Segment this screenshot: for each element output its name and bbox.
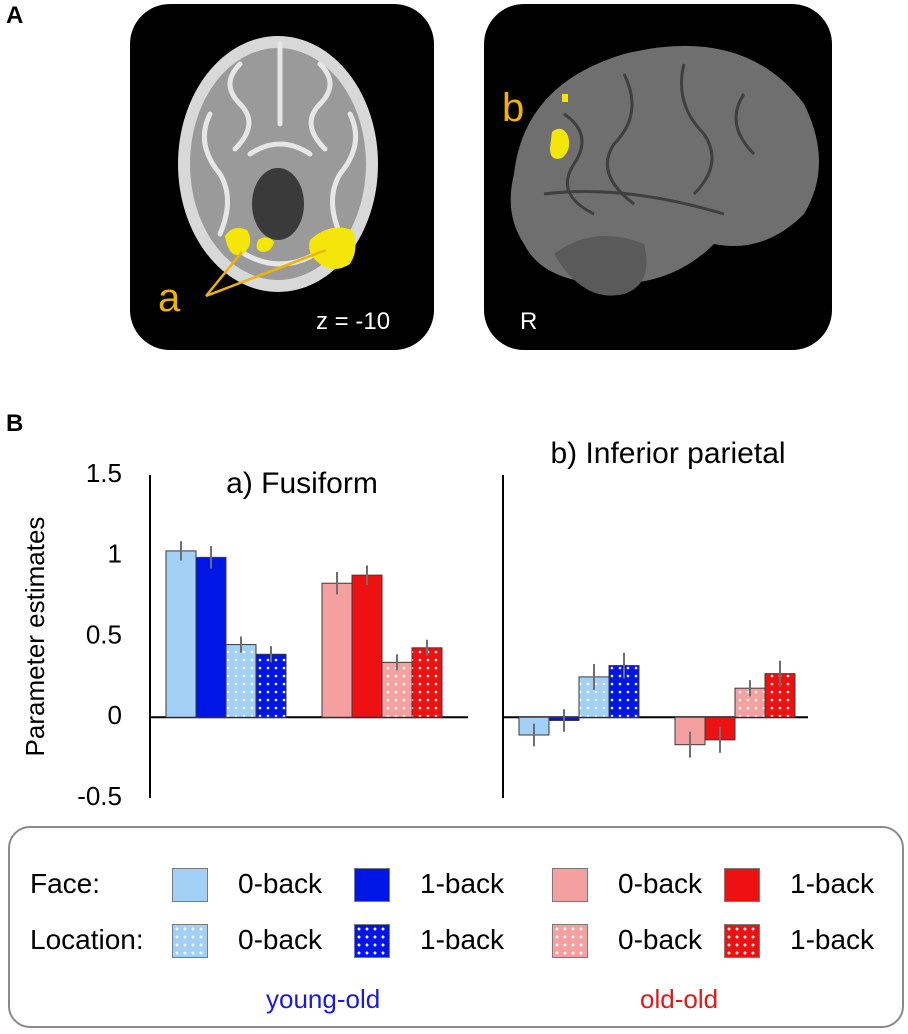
legend-swatch <box>172 924 208 958</box>
legend-label: 1-back <box>420 868 505 899</box>
bar-young-old-location-1back <box>255 653 287 718</box>
bar-old-old-face-1back <box>351 574 383 718</box>
legend-label: 1-back <box>790 868 875 899</box>
y-axis-label: Parameter estimates <box>20 517 50 757</box>
legend-row-face: Face: <box>30 868 101 899</box>
legend-label: 0-back <box>238 868 323 899</box>
legend-swatch <box>724 924 760 958</box>
chart-title-inferior-parietal: b) Inferior parietal <box>550 440 785 470</box>
y-tick-label: -0.5 <box>77 781 122 811</box>
legend-swatch <box>354 868 390 902</box>
bar-chart-area: a) Fusiform b) Inferior parietal Paramet… <box>20 440 808 811</box>
legend-group-young-old: young-old <box>266 984 381 1014</box>
region-a-label: a <box>158 276 181 320</box>
legend: Face: Location: 0-back 1-back 0-back 1-b… <box>8 826 904 1028</box>
bar-old-old-location-0back <box>734 687 766 718</box>
hemisphere-label: R <box>520 308 538 335</box>
legend-swatch <box>724 868 760 902</box>
panel-b-letter: B <box>6 410 24 437</box>
y-tick-label: 1.5 <box>86 458 122 488</box>
y-tick-label: 0 <box>108 700 122 730</box>
bar-young-old-face-1back <box>195 556 227 718</box>
slice-coordinate-label: z = -10 <box>316 308 391 335</box>
legend-label: 0-back <box>238 924 323 955</box>
legend-swatch <box>172 868 208 902</box>
region-b-label: b <box>502 86 525 130</box>
bar-old-old-face-0back <box>321 582 353 718</box>
legend-label: 0-back <box>618 868 703 899</box>
legend-label: 1-back <box>420 924 505 955</box>
legend-group-old-old: old-old <box>640 984 719 1014</box>
legend-swatch <box>354 924 390 958</box>
y-tick-label: 0.5 <box>86 619 122 649</box>
fusiform-left-highlight <box>225 228 251 256</box>
bar-old-old-face-0back <box>674 716 706 746</box>
legend-label: 1-back <box>790 924 875 955</box>
panel-a-letter: A <box>6 2 24 29</box>
axial-brain-image: a z = -10 <box>130 4 434 350</box>
bar-old-old-location-1back <box>411 647 443 718</box>
y-tick-label: 1 <box>108 539 122 569</box>
legend-row-location: Location: <box>30 924 144 955</box>
bar-old-old-location-0back <box>381 661 413 718</box>
fusiform-right-highlight <box>309 227 356 269</box>
chart-title-fusiform: a) Fusiform <box>226 467 378 500</box>
bar-young-old-face-0back <box>165 550 197 718</box>
legend-swatch <box>552 868 588 902</box>
legend-swatch <box>552 924 588 958</box>
bar-young-old-location-0back <box>225 644 257 718</box>
parietal-highlight <box>550 128 570 159</box>
lateral-brain-image: b R <box>484 4 832 350</box>
legend-label: 0-back <box>618 924 703 955</box>
